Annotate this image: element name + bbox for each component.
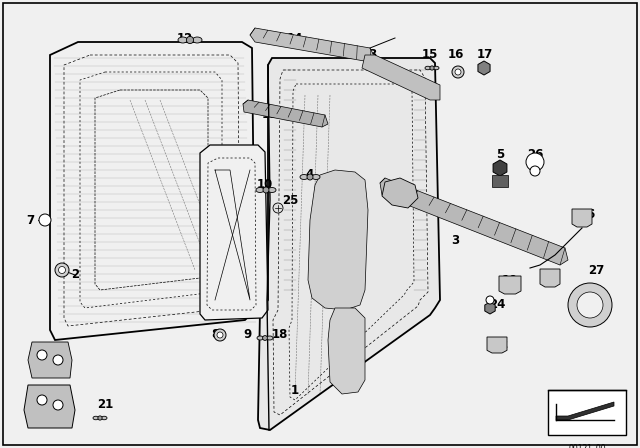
Circle shape: [186, 36, 194, 43]
Circle shape: [58, 267, 65, 273]
Circle shape: [39, 214, 51, 226]
Text: 25: 25: [282, 194, 298, 207]
Polygon shape: [200, 145, 268, 320]
Circle shape: [263, 187, 269, 193]
Circle shape: [53, 400, 63, 410]
Text: 14: 14: [287, 31, 303, 44]
Ellipse shape: [312, 175, 320, 180]
Circle shape: [37, 395, 47, 405]
Text: 4: 4: [306, 168, 314, 181]
Bar: [548, 390, 626, 435]
Polygon shape: [499, 276, 521, 294]
Circle shape: [37, 350, 47, 360]
Polygon shape: [487, 337, 507, 353]
Circle shape: [273, 203, 283, 213]
Polygon shape: [572, 209, 592, 227]
Text: 7: 7: [26, 214, 34, 227]
Polygon shape: [540, 269, 560, 287]
Text: 22: 22: [492, 339, 508, 352]
Ellipse shape: [101, 416, 107, 420]
Ellipse shape: [193, 37, 202, 43]
Text: 13: 13: [362, 48, 378, 61]
Text: 16: 16: [448, 48, 464, 61]
Text: 21: 21: [97, 399, 113, 412]
Ellipse shape: [433, 66, 439, 70]
Polygon shape: [493, 160, 507, 176]
Text: 19: 19: [502, 273, 518, 287]
Bar: [492, 175, 508, 187]
Text: 12: 12: [177, 31, 193, 44]
Polygon shape: [556, 402, 614, 420]
Circle shape: [577, 292, 603, 318]
Text: 15: 15: [422, 48, 438, 61]
Text: 1: 1: [291, 383, 299, 396]
Text: 3: 3: [451, 233, 459, 246]
Text: 5: 5: [496, 148, 504, 161]
Text: 24: 24: [489, 298, 505, 311]
Circle shape: [307, 174, 313, 180]
Circle shape: [430, 66, 434, 70]
Text: 17: 17: [477, 48, 493, 61]
Text: 27: 27: [588, 263, 604, 276]
Circle shape: [262, 336, 268, 340]
Polygon shape: [28, 342, 72, 378]
Polygon shape: [478, 61, 490, 75]
Polygon shape: [243, 100, 328, 127]
Text: 26: 26: [527, 148, 543, 161]
Polygon shape: [362, 55, 440, 100]
Polygon shape: [250, 28, 375, 62]
Text: 8: 8: [211, 328, 219, 341]
Text: 18: 18: [272, 328, 288, 341]
Ellipse shape: [93, 416, 99, 420]
Circle shape: [486, 296, 494, 304]
Text: 9: 9: [244, 328, 252, 341]
Circle shape: [53, 355, 63, 365]
Ellipse shape: [178, 37, 188, 43]
Text: 11: 11: [262, 108, 278, 121]
Text: 2: 2: [71, 268, 79, 281]
Circle shape: [98, 416, 102, 420]
Circle shape: [568, 283, 612, 327]
Polygon shape: [24, 385, 75, 428]
Polygon shape: [380, 178, 568, 265]
Circle shape: [217, 332, 223, 338]
Ellipse shape: [267, 336, 273, 340]
Text: 23: 23: [540, 268, 556, 281]
Text: 00121_00: 00121_00: [568, 443, 606, 448]
Circle shape: [455, 69, 461, 75]
Ellipse shape: [256, 188, 264, 193]
Text: 6: 6: [586, 208, 594, 221]
Circle shape: [55, 263, 69, 277]
Polygon shape: [485, 302, 495, 314]
Ellipse shape: [257, 336, 264, 340]
Ellipse shape: [268, 188, 276, 193]
Polygon shape: [258, 58, 440, 430]
Polygon shape: [382, 178, 418, 208]
Circle shape: [530, 166, 540, 176]
Text: 20: 20: [47, 399, 63, 412]
Circle shape: [452, 66, 464, 78]
Polygon shape: [308, 170, 368, 310]
Text: 10: 10: [257, 178, 273, 191]
Polygon shape: [328, 308, 365, 394]
Ellipse shape: [425, 66, 431, 70]
Circle shape: [214, 329, 226, 341]
Circle shape: [526, 153, 544, 171]
Ellipse shape: [300, 175, 308, 180]
